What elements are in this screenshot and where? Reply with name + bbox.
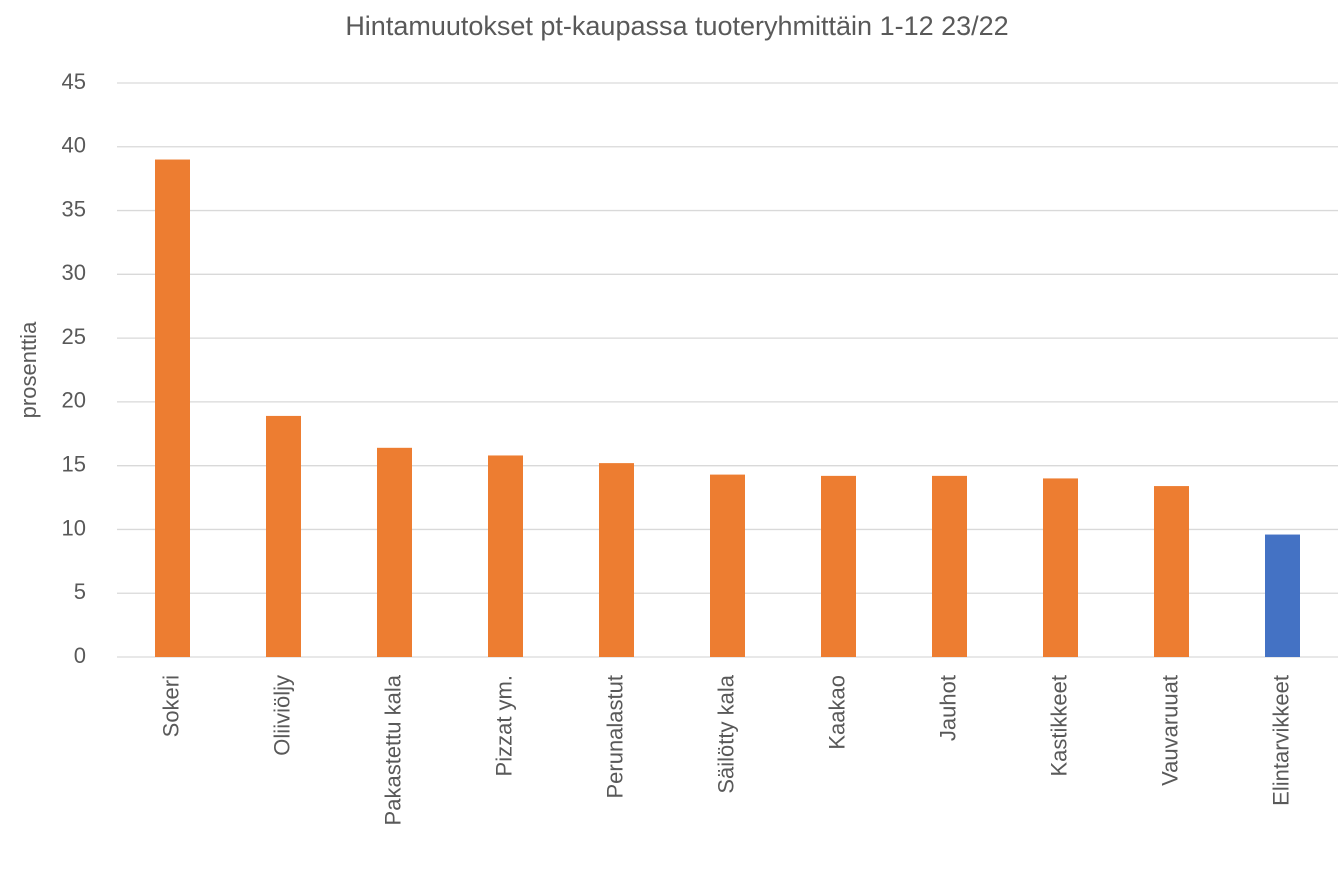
bar <box>488 455 523 657</box>
y-tick-label: 30 <box>62 260 86 285</box>
bar <box>932 475 967 657</box>
y-tick-label: 15 <box>62 451 86 476</box>
x-tick-label: Oliiviöljy <box>269 675 294 756</box>
bar <box>1043 478 1078 657</box>
x-tick-label: Sokeri <box>158 675 183 737</box>
x-tick-label: Kaakao <box>824 675 849 750</box>
y-tick-label: 40 <box>62 133 86 158</box>
x-tick-label: Pakastettu kala <box>380 674 405 825</box>
y-tick-label: 20 <box>62 388 86 413</box>
x-tick-label: Jauhot <box>935 675 960 741</box>
bar <box>155 159 190 658</box>
y-tick-label: 45 <box>62 69 86 94</box>
x-tick-label: Vauvaruuat <box>1157 675 1182 786</box>
bar <box>377 447 412 657</box>
x-tick-label: Kastikkeet <box>1046 675 1071 777</box>
bar <box>599 463 634 657</box>
y-tick-label: 5 <box>74 579 86 604</box>
chart-title: Hintamuutokset pt-kaupassa tuoteryhmittä… <box>345 11 1008 41</box>
x-tick-label: Elintarvikkeet <box>1268 675 1293 806</box>
y-axis-label: prosenttia <box>16 321 41 418</box>
y-tick-label: 10 <box>62 515 86 540</box>
y-tick-label: 35 <box>62 196 86 221</box>
bar <box>821 475 856 657</box>
x-tick-label: Pizzat ym. <box>491 675 516 776</box>
bar <box>266 415 301 657</box>
y-tick-label: 25 <box>62 324 86 349</box>
bar <box>710 474 745 657</box>
bar <box>1265 534 1300 657</box>
x-tick-label: Perunalastut <box>602 675 627 799</box>
y-tick-label: 0 <box>74 643 86 668</box>
x-tick-label: Säilötty kala <box>713 674 738 793</box>
bar <box>1154 486 1189 657</box>
